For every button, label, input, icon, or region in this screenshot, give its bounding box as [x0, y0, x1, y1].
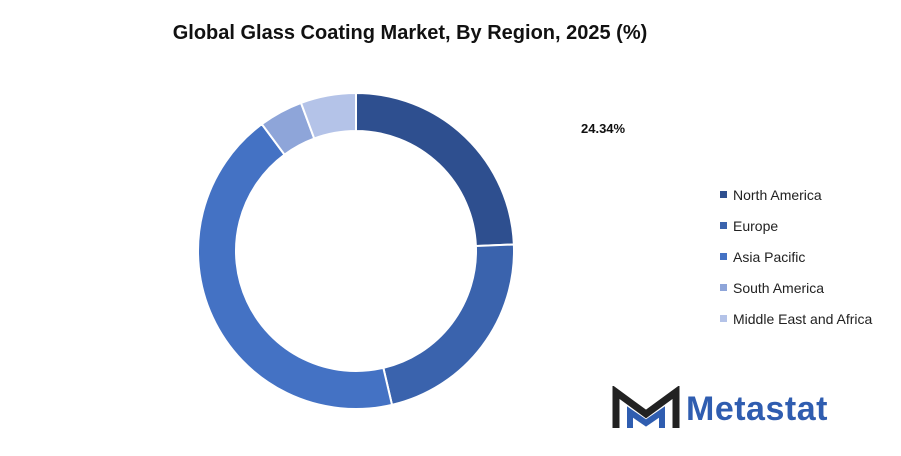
data-label-north-america: 24.34%: [581, 121, 626, 136]
metastat-logo-icon: [612, 386, 680, 428]
legend-item-north-america: North America: [720, 179, 872, 210]
legend-label-asia-pacific: Asia Pacific: [733, 248, 806, 265]
legend-label-middle-east-africa: Middle East and Africa: [733, 310, 873, 327]
chart-legend: North America Europe Asia Pacific South …: [720, 179, 872, 334]
legend-item-middle-east-africa: Middle East and Africa: [720, 303, 872, 334]
donut-slice-north-america: [355, 91, 515, 248]
legend-swatch-middle-east-africa: [720, 315, 727, 322]
donut-slice-asia-pacific: [197, 122, 394, 410]
brand-logo: Metastat: [612, 386, 828, 432]
legend-item-south-america: South America: [720, 272, 872, 303]
donut-slice-europe: [382, 243, 515, 407]
legend-swatch-north-america: [720, 191, 727, 198]
legend-item-europe: Europe: [720, 210, 872, 241]
legend-label-europe: Europe: [733, 217, 779, 234]
legend-label-north-america: North America: [733, 186, 822, 203]
legend-swatch-south-america: [720, 284, 727, 291]
donut-slice-middle-east-and-africa: [299, 91, 357, 140]
brand-name: Metastat: [686, 389, 828, 428]
legend-swatch-asia-pacific: [720, 253, 727, 260]
legend-swatch-europe: [720, 222, 727, 229]
legend-label-south-america: South America: [733, 279, 825, 296]
chart-title: Global Glass Coating Market, By Region, …: [172, 22, 648, 44]
legend-item-asia-pacific: Asia Pacific: [720, 241, 872, 272]
